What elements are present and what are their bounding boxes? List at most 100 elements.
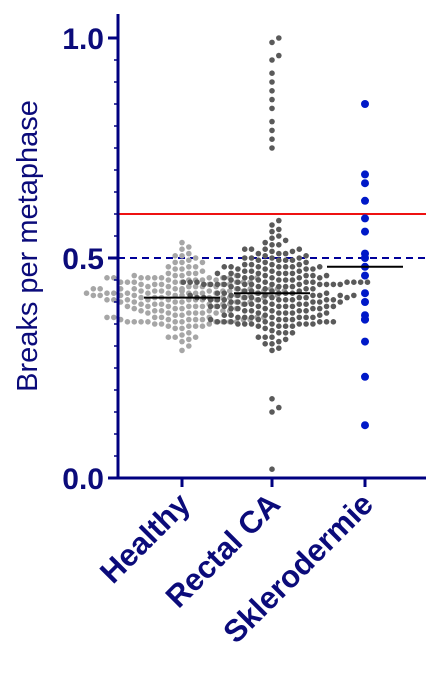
data-point-sklerodermie	[361, 421, 369, 430]
data-point-healthy	[172, 286, 178, 292]
data-point-rectal-ca	[262, 312, 268, 319]
data-point-rectal-ca	[248, 261, 255, 268]
data-point-rectal-ca	[201, 281, 207, 288]
data-point-rectal-ca	[303, 272, 309, 279]
data-point-rectal-ca	[255, 264, 262, 270]
data-point-rectal-ca	[269, 314, 275, 321]
data-point-healthy	[131, 286, 138, 292]
data-point-rectal-ca	[269, 118, 275, 125]
data-point-healthy	[165, 323, 172, 330]
data-point-healthy	[179, 325, 185, 332]
data-point-rectal-ca	[255, 323, 262, 330]
data-point-healthy	[158, 321, 165, 327]
data-point-rectal-ca	[269, 268, 275, 275]
data-point-sklerodermie	[361, 254, 369, 262]
data-point-rectal-ca	[282, 270, 289, 277]
data-point-rectal-ca	[303, 253, 309, 259]
data-point-rectal-ca	[316, 319, 323, 325]
data-point-rectal-ca	[276, 323, 282, 330]
data-point-healthy	[165, 316, 172, 323]
data-point-healthy	[145, 303, 151, 310]
data-point-rectal-ca	[357, 279, 364, 286]
data-point-rectal-ca	[269, 396, 275, 402]
data-point-healthy	[151, 281, 158, 288]
data-point-healthy	[90, 292, 97, 299]
data-point-rectal-ca	[255, 310, 262, 316]
data-point-healthy	[124, 319, 131, 325]
data-point-healthy	[186, 244, 192, 250]
data-point-healthy	[165, 303, 172, 310]
data-point-healthy	[206, 321, 213, 327]
data-point-rectal-ca	[282, 283, 289, 290]
data-point-rectal-ca	[228, 305, 234, 312]
data-point-rectal-ca	[255, 303, 262, 310]
data-point-healthy	[145, 319, 151, 325]
data-point-healthy	[179, 272, 185, 279]
data-point-healthy	[104, 297, 110, 303]
data-point-sklerodermie	[361, 298, 369, 306]
data-point-healthy	[97, 286, 103, 292]
data-point-rectal-ca	[303, 286, 309, 292]
data-point-healthy	[179, 332, 185, 338]
data-point-rectal-ca	[296, 255, 303, 261]
data-point-rectal-ca	[214, 290, 221, 297]
data-point-healthy	[186, 310, 192, 316]
data-point-healthy	[145, 283, 151, 290]
data-point-rectal-ca	[289, 297, 296, 303]
data-point-rectal-ca	[269, 327, 275, 334]
data-point-rectal-ca	[235, 286, 241, 292]
data-point-healthy	[199, 310, 206, 316]
data-point-rectal-ca	[214, 303, 221, 310]
data-point-rectal-ca	[276, 310, 282, 316]
data-point-rectal-ca	[323, 272, 330, 279]
data-point-healthy	[199, 290, 206, 297]
data-point-rectal-ca	[296, 246, 303, 252]
data-point-sklerodermie	[361, 170, 369, 179]
data-point-healthy	[145, 290, 151, 297]
data-point-rectal-ca	[276, 226, 282, 233]
data-point-rectal-ca	[241, 314, 248, 321]
data-point-rectal-ca	[255, 283, 262, 290]
data-point-rectal-ca	[269, 321, 275, 327]
data-point-rectal-ca	[255, 334, 262, 341]
data-point-healthy	[151, 308, 158, 314]
data-point-healthy	[131, 305, 138, 312]
data-point-rectal-ca	[296, 301, 303, 308]
data-point-healthy	[158, 308, 165, 314]
data-point-healthy	[138, 275, 144, 281]
data-point-rectal-ca	[316, 305, 323, 312]
data-point-rectal-ca	[296, 321, 303, 327]
data-point-rectal-ca	[316, 264, 323, 270]
data-point-healthy	[179, 286, 185, 292]
data-point-rectal-ca	[228, 299, 234, 305]
data-point-healthy	[186, 336, 192, 343]
data-point-healthy	[158, 301, 165, 308]
data-point-rectal-ca	[248, 294, 255, 301]
data-point-healthy	[199, 259, 206, 266]
data-point-rectal-ca	[310, 279, 316, 286]
data-point-rectal-ca	[276, 404, 282, 411]
data-point-rectal-ca	[289, 270, 296, 277]
data-point-healthy	[165, 334, 172, 341]
data-point-healthy	[111, 290, 117, 297]
y-tick-label: 0.5	[62, 243, 104, 276]
data-point-healthy	[192, 334, 199, 341]
data-point-healthy	[186, 303, 192, 310]
data-point-healthy	[186, 270, 192, 277]
data-point-sklerodermie	[361, 337, 369, 346]
data-point-healthy	[104, 314, 110, 321]
data-point-rectal-ca	[296, 294, 303, 301]
data-point-rectal-ca	[207, 316, 214, 323]
data-point-healthy	[192, 323, 199, 330]
data-point-healthy	[186, 250, 192, 257]
data-point-rectal-ca	[269, 145, 275, 151]
data-point-rectal-ca	[241, 275, 248, 281]
data-point-rectal-ca	[282, 336, 289, 343]
data-point-rectal-ca	[282, 277, 289, 283]
data-point-healthy	[172, 334, 178, 341]
data-point-rectal-ca	[323, 290, 330, 297]
data-point-rectal-ca	[248, 275, 255, 281]
data-point-healthy	[192, 283, 199, 290]
data-point-rectal-ca	[296, 281, 303, 288]
data-point-healthy	[124, 297, 131, 303]
